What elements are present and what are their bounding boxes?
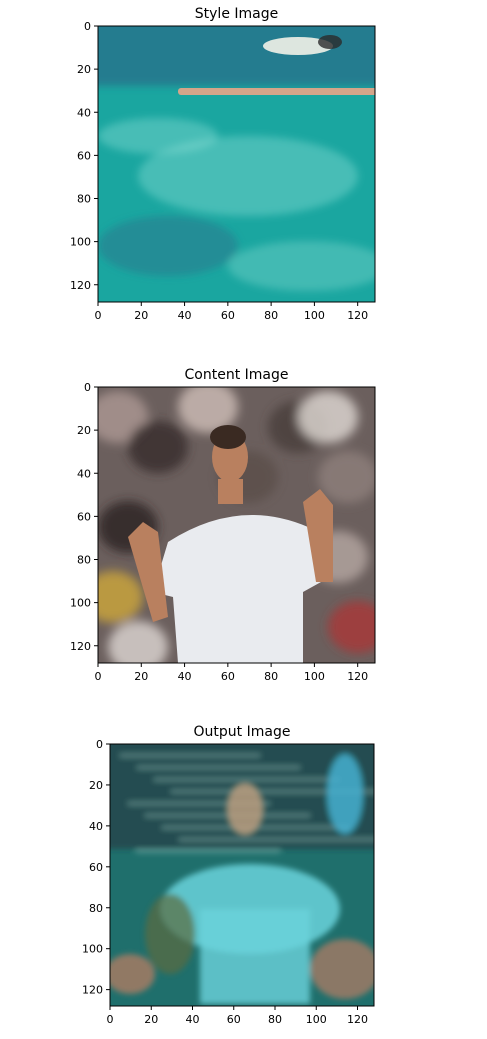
output-y-tick-label: 20 — [89, 779, 103, 792]
content-y-tick-label: 80 — [77, 554, 91, 567]
content-y-tick-label: 0 — [84, 381, 91, 394]
content-image — [98, 387, 375, 663]
output-y-tick-label: 0 — [96, 738, 103, 751]
content-y-tick-label: 40 — [77, 467, 91, 480]
output-x-tick-label: 80 — [268, 1013, 282, 1026]
style-x-tick-label: 20 — [134, 309, 148, 322]
style-x-tick-label: 40 — [178, 309, 192, 322]
output-x-tick-label: 0 — [107, 1013, 114, 1026]
output-y-tick-label: 100 — [82, 943, 103, 956]
content-y-tick-label: 120 — [70, 640, 91, 653]
style-y-tick-label: 80 — [77, 193, 91, 206]
content-x-tick-label: 120 — [347, 670, 368, 683]
output-image-panel: Output Image 0 20 40 60 80 100 120 0 20 40 60 80 100 1… — [82, 724, 375, 1026]
style-x-tick-label: 100 — [304, 309, 325, 322]
style-y-tick-label: 100 — [70, 236, 91, 249]
output-axes-frame — [109, 743, 375, 1007]
content-image-panel: Content Image 0 20 40 60 80 100 120 0 20 40 60 80 100… — [70, 367, 376, 683]
output-y-tick-label: 120 — [82, 984, 103, 997]
style-x-tick-label: 120 — [347, 309, 368, 322]
output-image-title: Output Image — [194, 724, 291, 740]
style-x-tick-label: 0 — [95, 309, 102, 322]
style-image-title: Style Image — [195, 6, 278, 22]
output-x-tick-label: 60 — [227, 1013, 241, 1026]
content-x-tick-label: 0 — [95, 670, 102, 683]
style-image — [98, 26, 375, 302]
content-image-title: Content Image — [185, 367, 289, 383]
content-y-tick-label: 100 — [70, 597, 91, 610]
content-y-tick-label: 20 — [77, 424, 91, 437]
style-image-panel: Style Image 0 20 40 60 80 100 120 0 20 40 60 80 100 12… — [70, 6, 376, 322]
content-axes-frame — [97, 386, 376, 664]
style-y-tick-label: 0 — [84, 20, 91, 33]
output-x-tick-label: 40 — [186, 1013, 200, 1026]
style-x-tick-label: 60 — [221, 309, 235, 322]
style-y-tick-label: 40 — [77, 106, 91, 119]
content-x-tick-label: 40 — [178, 670, 192, 683]
content-x-tick-label: 60 — [221, 670, 235, 683]
output-y-tick-label: 80 — [89, 902, 103, 915]
content-x-tick-label: 20 — [134, 670, 148, 683]
output-x-tick-label: 120 — [347, 1013, 368, 1026]
style-axes-frame — [97, 25, 376, 303]
style-y-tick-label: 20 — [77, 63, 91, 76]
style-x-tick-label: 80 — [264, 309, 278, 322]
output-image — [110, 744, 374, 1006]
output-x-tick-label: 20 — [144, 1013, 158, 1026]
output-y-tick-label: 60 — [89, 861, 103, 874]
style-y-tick-label: 120 — [70, 279, 91, 292]
content-y-tick-label: 60 — [77, 510, 91, 523]
output-x-tick-label: 100 — [306, 1013, 327, 1026]
style-y-tick-label: 60 — [77, 149, 91, 162]
content-x-tick-label: 80 — [264, 670, 278, 683]
output-y-tick-label: 40 — [89, 820, 103, 833]
content-x-tick-label: 100 — [304, 670, 325, 683]
